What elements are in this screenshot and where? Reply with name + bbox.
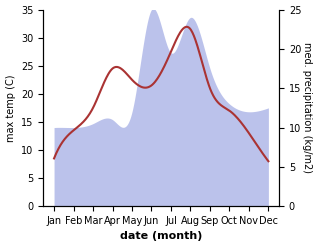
Y-axis label: max temp (C): max temp (C) [5, 74, 16, 142]
X-axis label: date (month): date (month) [120, 231, 203, 242]
Y-axis label: med. precipitation (kg/m2): med. precipitation (kg/m2) [302, 42, 313, 173]
